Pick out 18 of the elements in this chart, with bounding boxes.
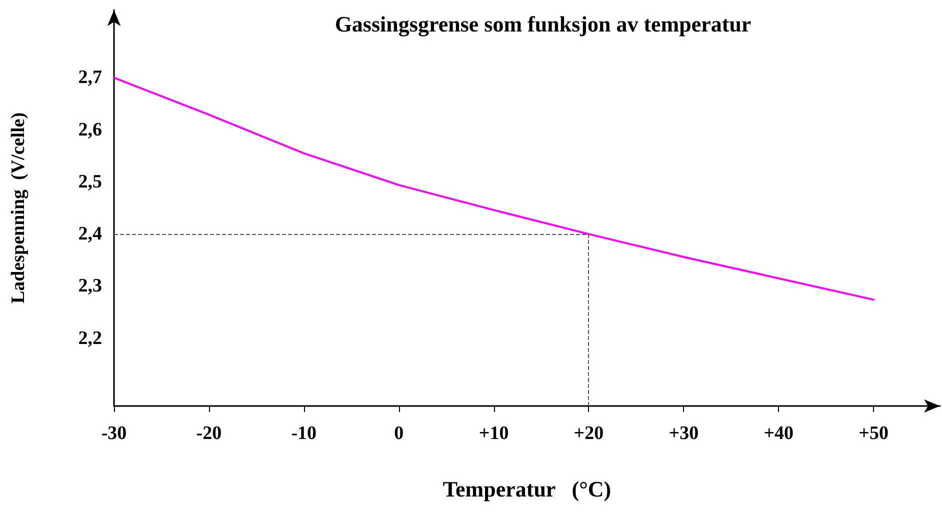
- x-tick-label: -10: [291, 423, 317, 444]
- x-tick-label: +20: [574, 423, 604, 444]
- y-tick-label: 2,5: [78, 171, 102, 192]
- y-axis-title: Ladespenning (V/celle): [8, 112, 29, 304]
- x-tick-label: -20: [196, 423, 222, 444]
- chart-title: Gassingsgrense som funksjon av temperatur: [334, 12, 752, 36]
- y-tick-label: 2,7: [78, 67, 102, 88]
- x-tick-label: +50: [858, 423, 888, 444]
- x-tick-label: -30: [101, 423, 127, 444]
- x-axis-title: Temperatur (°C): [442, 476, 612, 502]
- x-tick-label: +30: [668, 423, 699, 444]
- x-tick-label: 0: [394, 423, 404, 444]
- y-tick-label: 2,3: [78, 276, 102, 297]
- y-tick-label: 2,6: [78, 119, 102, 140]
- y-tick-label: 2,2: [78, 328, 102, 349]
- x-tick-label: +10: [478, 423, 509, 444]
- y-tick-label: 2,4: [78, 224, 102, 245]
- x-tick-label: +40: [764, 423, 794, 444]
